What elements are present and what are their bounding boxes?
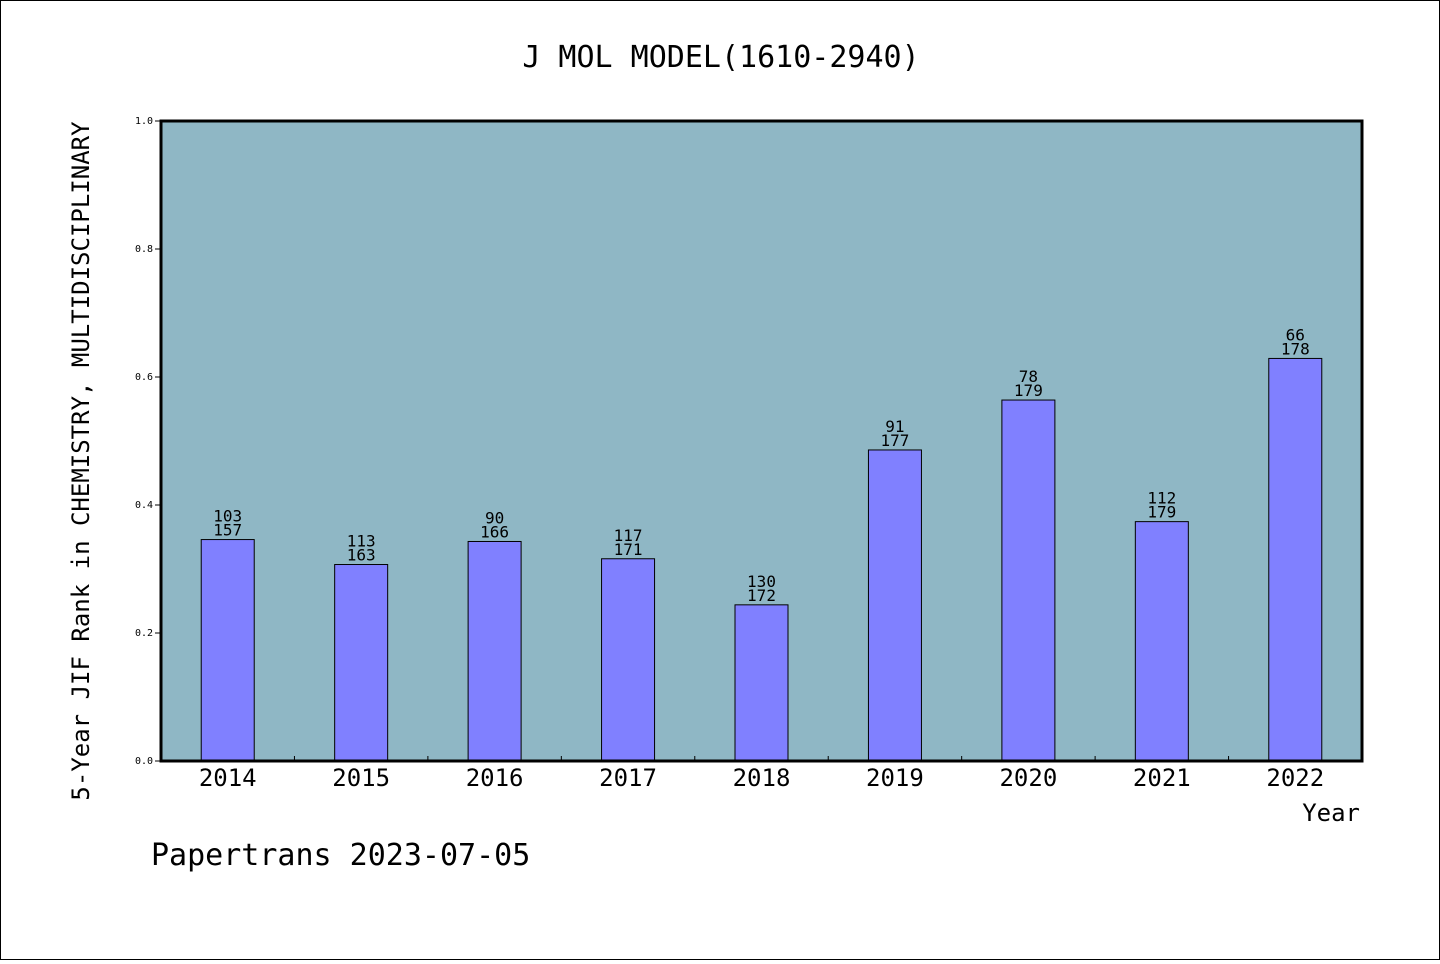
bar-rank-label: 113: [347, 532, 376, 551]
x-tick-label: 2022: [1266, 764, 1324, 792]
chart-title: J MOL MODEL(1610-2940): [522, 40, 919, 75]
y-tick-label: 0.2: [135, 628, 153, 639]
bar: [1134, 521, 1189, 762]
bar-total-label: 172: [747, 586, 776, 605]
bar: [200, 539, 255, 762]
bar-rank-label: 103: [213, 507, 242, 526]
x-tick-label: 2016: [466, 764, 524, 792]
bar: [601, 558, 656, 762]
bar: [1268, 357, 1323, 762]
bar-rank-label: 117: [614, 526, 643, 545]
bar-total-label: 177: [880, 431, 909, 450]
bar: [467, 540, 522, 762]
bar-rank-label: 78: [1019, 367, 1038, 386]
bar-total-label: 166: [480, 522, 509, 541]
bar-total-label: 179: [1147, 503, 1176, 522]
y-tick-label: 0.8: [135, 244, 153, 255]
bar-rank-label: 91: [885, 417, 904, 436]
footer-stamp: Papertrans 2023-07-05: [151, 838, 530, 873]
bar: [1001, 399, 1056, 762]
y-tick-label: 0.6: [135, 372, 153, 383]
x-tick-label: 2015: [332, 764, 390, 792]
x-tick-label: 2017: [599, 764, 657, 792]
bar-rank-label: 90: [485, 508, 504, 527]
y-tick-label: 0.0: [135, 756, 153, 767]
bar-rank-label: 130: [747, 572, 776, 591]
x-tick-label: 2018: [733, 764, 791, 792]
y-axis: 0.0 0.2 0.4 0.6 0.8 1.0: [135, 116, 161, 767]
y-tick-label: 1.0: [135, 116, 153, 127]
x-axis: 2014 2015 2016 2017 2018 2019 2020 2021 2022: [159, 119, 1364, 792]
y-tick-label: 0.4: [135, 500, 153, 511]
plot-border: [159, 119, 1364, 763]
bar-rank-label: 66: [1286, 325, 1305, 344]
bar-total-label: 178: [1281, 339, 1310, 358]
bar-total-label: 171: [614, 540, 643, 559]
x-tick-label: 2021: [1133, 764, 1191, 792]
bar: [734, 604, 789, 762]
bar: [334, 564, 389, 762]
y-axis-label: 5-Year JIF Rank in CHEMISTRY, MULTIDISCI…: [67, 121, 95, 801]
x-tick-label: 2020: [999, 764, 1057, 792]
bar-total-label: 179: [1014, 381, 1043, 400]
bar-rank-label: 112: [1147, 489, 1176, 508]
x-tick-label: 2014: [199, 764, 257, 792]
x-tick-label: 2019: [866, 764, 924, 792]
bar: [867, 449, 922, 762]
bar-total-label: 157: [213, 521, 242, 540]
x-axis-label: Year: [1302, 799, 1360, 827]
bar-total-label: 163: [347, 546, 376, 565]
